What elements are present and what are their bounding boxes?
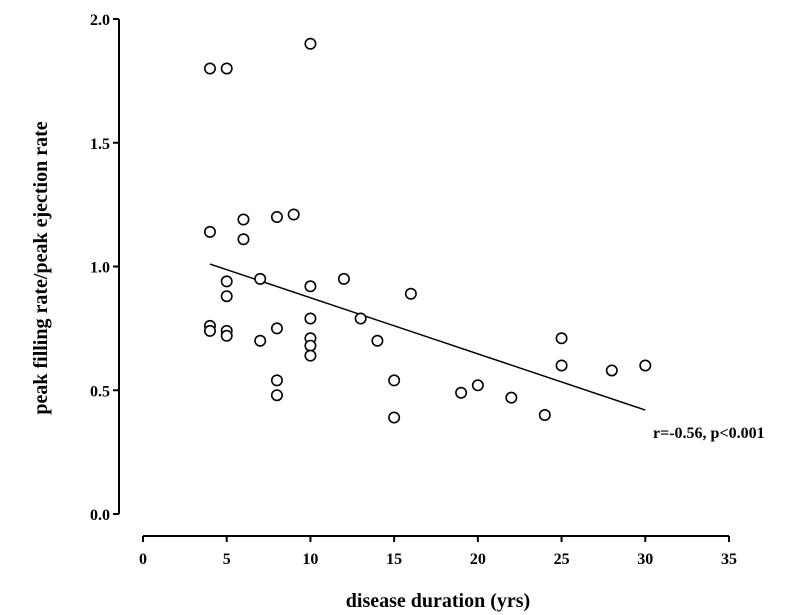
x-tick-label: 20 [470,551,486,568]
x-tick-label: 25 [554,551,570,568]
regression-line [209,263,646,411]
data-point [270,374,283,387]
y-axis-label: peak filling rate/peak ejection rate [30,121,52,414]
y-tick-label: 1.5 [90,136,110,153]
data-point [220,275,233,288]
x-tick-label: 35 [721,551,737,568]
x-tick-label: 15 [386,551,402,568]
data-point [220,62,233,75]
data-point [304,37,317,50]
y-tick-label: 0.5 [90,383,110,400]
data-point [203,62,216,75]
data-point [254,334,267,347]
data-point [304,349,317,362]
data-points [203,37,652,424]
x-ticks: 0 5 10 15 20 25 30 35 [139,536,737,568]
data-point [639,359,652,372]
data-point [220,329,233,342]
data-point [220,290,233,303]
y-tick-label: 2.0 [90,12,110,29]
data-point [237,213,250,226]
x-tick-label: 30 [637,551,653,568]
data-point [505,391,518,404]
data-point [270,389,283,402]
y-tick-label: 0.0 [90,507,110,524]
data-point [304,312,317,325]
data-point [304,280,317,293]
data-point [270,211,283,224]
data-point [455,386,468,399]
data-point [237,233,250,246]
data-point [354,312,367,325]
data-point [337,272,350,285]
y-ticks: 0.0 0.5 1.0 1.5 2.0 [90,12,119,524]
data-point [538,408,551,421]
x-tick-label: 0 [139,551,147,568]
data-point [388,374,401,387]
regression-line-group [209,263,646,411]
x-tick-label: 10 [302,551,318,568]
x-tick-label: 5 [223,551,231,568]
data-point [304,339,317,352]
y-tick-label: 1.0 [90,260,110,277]
data-point [471,379,484,392]
data-point [203,225,216,238]
data-point [388,411,401,424]
data-point [404,287,417,300]
data-point [270,322,283,335]
data-point [371,334,384,347]
axes [118,19,729,537]
data-point [203,324,216,337]
correlation-annotation: r=-0.56, p<0.001 [653,425,765,442]
data-point [254,272,267,285]
data-point [555,332,568,345]
data-point [287,208,300,221]
data-point [555,359,568,372]
x-axis-label: disease duration (yrs) [346,590,530,612]
data-point [605,364,618,377]
